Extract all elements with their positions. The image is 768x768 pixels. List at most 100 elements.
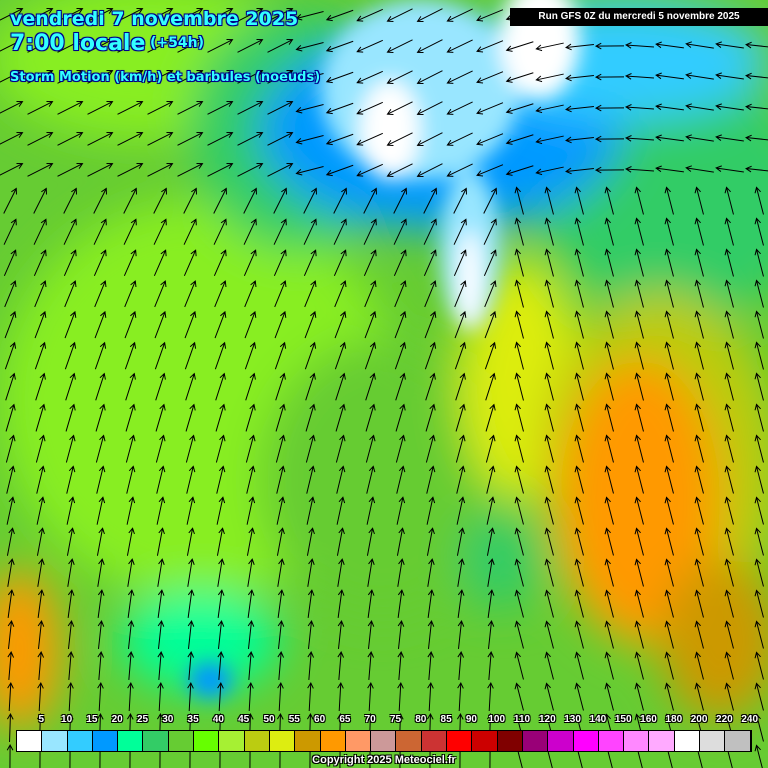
wind-arrow: [544, 186, 554, 215]
wind-arrow: [217, 681, 224, 712]
wind-arrow: [397, 651, 405, 680]
wind-arrow: [514, 341, 524, 370]
wind-arrow: [514, 651, 524, 680]
wind-arrow: [476, 133, 504, 146]
wind-arrow: [664, 310, 674, 339]
wind-arrow: [514, 186, 524, 215]
wind-arrow: [416, 163, 443, 178]
wind-arrow: [366, 465, 376, 494]
wind-arrow: [237, 7, 264, 22]
wind-arrow: [276, 527, 285, 556]
wind-arrow: [237, 100, 264, 115]
wind-arrow: [336, 527, 345, 556]
wind-arrow: [715, 165, 744, 173]
wind-arrow: [423, 218, 437, 245]
wind-arrow: [35, 372, 46, 401]
run-banner: Run GFS 0Z du mercredi 5 novembre 2025: [510, 8, 768, 26]
wind-arrow: [307, 558, 315, 587]
wind-arrow: [574, 186, 584, 215]
wind-arrow: [664, 496, 674, 525]
wind-arrow: [425, 434, 436, 463]
wind-arrow: [333, 187, 347, 214]
wind-arrow: [35, 434, 46, 463]
wind-arrow: [664, 434, 674, 463]
wind-arrow: [664, 527, 674, 556]
wind-arrow: [185, 372, 196, 401]
color-swatch: [92, 731, 119, 751]
wind-arrow: [476, 40, 504, 53]
wind-arrow: [634, 248, 644, 277]
wind-arrow: [423, 187, 437, 214]
wind-arrow: [544, 496, 554, 525]
color-swatch: [522, 731, 549, 751]
wind-arrow: [307, 651, 315, 680]
color-swatch: [421, 731, 448, 751]
wind-arrow: [483, 218, 497, 245]
wind-arrow: [754, 744, 763, 768]
wind-arrow: [65, 434, 76, 463]
wind-arrow: [37, 620, 45, 649]
color-swatch: [194, 731, 220, 751]
wind-arrow: [456, 527, 465, 556]
wind-arrow: [325, 102, 354, 115]
wind-arrow: [514, 527, 524, 556]
wind-arrow: [364, 280, 377, 308]
wind-arrow: [155, 403, 166, 432]
wind-arrow: [715, 134, 744, 142]
wind-arrow: [424, 280, 437, 308]
wind-arrow: [157, 558, 165, 587]
wind-arrow: [87, 100, 114, 115]
wind-arrow: [305, 372, 316, 401]
wind-arrow: [325, 9, 354, 22]
wind-arrow: [247, 651, 255, 680]
wind-arrow: [247, 589, 255, 618]
wind-arrow: [277, 651, 285, 680]
wind-arrow: [364, 310, 377, 339]
wind-arrow: [544, 310, 554, 339]
wind-arrow: [87, 131, 114, 146]
wind-arrow: [483, 187, 497, 214]
wind-arrow: [37, 651, 45, 680]
wind-arrow: [217, 589, 225, 618]
wind-arrow: [694, 465, 704, 494]
wind-arrow: [7, 589, 15, 618]
wind-arrow: [664, 248, 674, 277]
color-swatch: [548, 731, 574, 751]
wind-arrow: [754, 310, 764, 339]
wind-arrow: [724, 496, 734, 525]
wind-arrow: [386, 39, 413, 53]
wind-arrow: [97, 589, 105, 618]
wind-arrow: [66, 465, 76, 494]
wind-arrow: [745, 165, 768, 173]
wind-arrow: [395, 403, 406, 432]
wind-arrow: [724, 682, 734, 711]
wind-arrow: [574, 589, 584, 618]
wind-arrow: [273, 249, 287, 277]
wind-arrow: [124, 341, 137, 370]
wind-arrow: [6, 743, 14, 768]
wind-arrow: [57, 69, 84, 84]
wind-arrow: [185, 403, 196, 432]
wind-arrow: [125, 403, 136, 432]
wind-arrow: [514, 372, 524, 401]
wind-barbs: [0, 7, 768, 768]
wind-arrow: [574, 527, 584, 556]
wind-arrow: [303, 218, 317, 245]
wind-arrow: [754, 620, 764, 649]
wind-arrow: [754, 248, 764, 277]
wind-arrow: [267, 7, 294, 22]
color-scale-label: 60: [314, 714, 326, 725]
wind-arrow: [147, 131, 174, 146]
color-swatch: [497, 731, 523, 751]
wind-arrow: [544, 620, 554, 649]
wind-arrow: [453, 187, 467, 214]
wind-arrow: [724, 403, 734, 432]
wind-arrow: [217, 651, 225, 680]
wind-arrow: [153, 187, 167, 214]
wind-arrow: [6, 496, 16, 525]
color-swatch: [371, 731, 397, 751]
wind-arrow: [694, 589, 704, 618]
wind-arrow: [216, 496, 226, 525]
wind-arrow: [154, 341, 167, 370]
wind-arrow: [624, 73, 654, 80]
